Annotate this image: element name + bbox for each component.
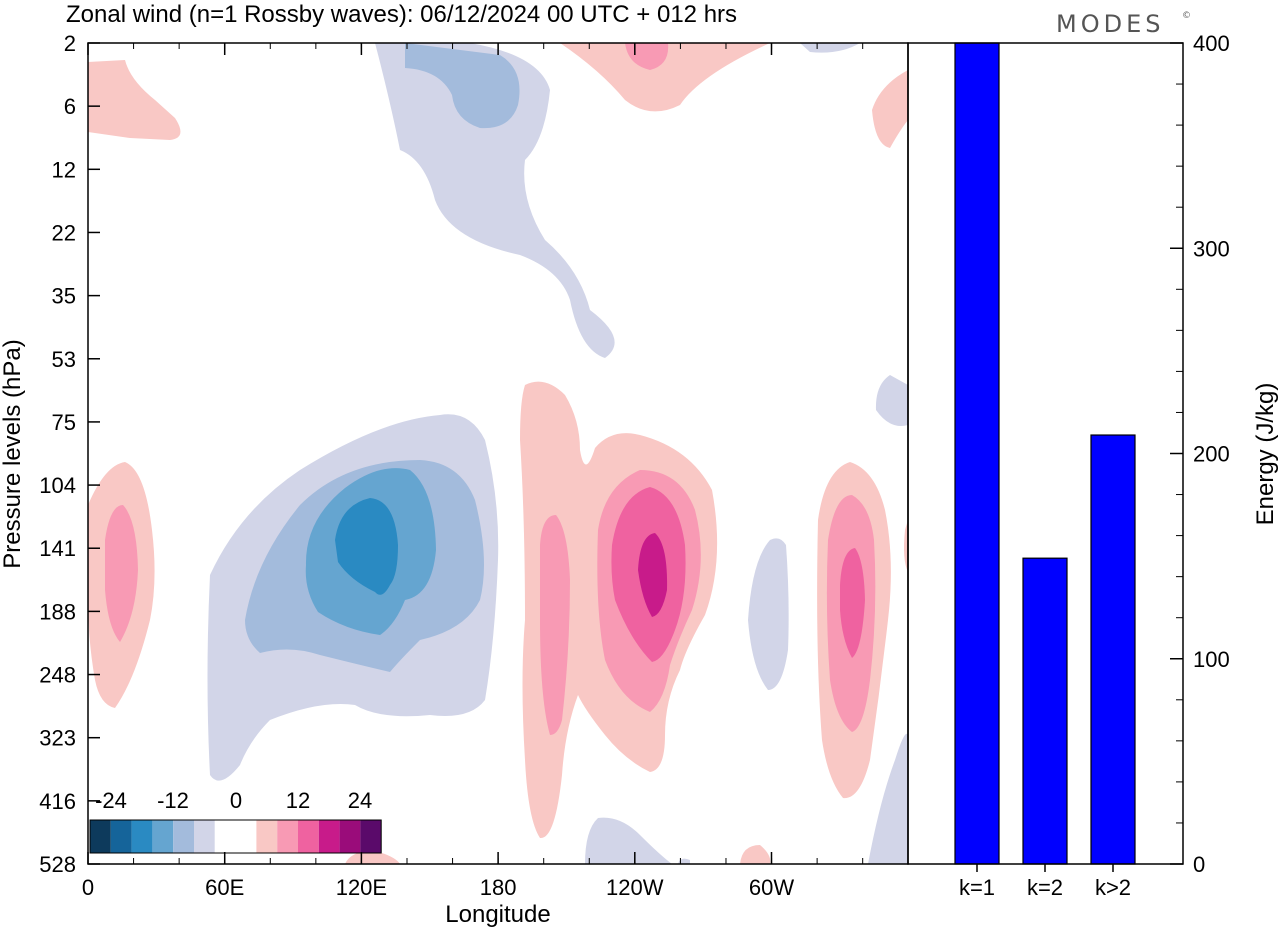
y-tick-label: 323 — [39, 726, 76, 751]
y-tick-label: 53 — [52, 347, 76, 372]
colorbar-swatch — [110, 820, 132, 853]
colorbar-swatch — [152, 820, 174, 853]
contour-region — [872, 70, 908, 148]
heatmap-axes: 0 60E 120E 180 120W 60W 2 6 12 22 35 53 75 104 141 188 2… — [39, 31, 864, 900]
colorbar-swatch — [339, 820, 361, 853]
bar-category-label: k=1 — [959, 875, 995, 900]
contour-region — [638, 533, 668, 617]
y-axis-label: Pressure levels (hPa) — [0, 339, 26, 568]
contour-region — [748, 538, 789, 690]
y-tick-label: 22 — [52, 220, 76, 245]
contour-region — [800, 43, 860, 53]
brand-mark: © — [1182, 11, 1191, 21]
colorbar-label: -24 — [95, 788, 127, 813]
wind-contour-field — [88, 43, 908, 864]
contour-region — [88, 60, 181, 140]
colorbar-label: -12 — [157, 788, 189, 813]
y-tick-label: 2 — [64, 31, 76, 56]
contour-region — [540, 515, 570, 735]
contour-region — [335, 498, 398, 595]
x-axis-label: Longitude — [445, 901, 550, 928]
energy-bar — [954, 42, 1000, 865]
y-tick-label: 141 — [39, 536, 76, 561]
contour-region — [904, 520, 908, 572]
contour-region — [625, 43, 669, 70]
colorbar-label: 12 — [286, 788, 310, 813]
bar-category-label: k>2 — [1095, 875, 1131, 900]
colorbar-swatch — [173, 820, 194, 853]
colorbar-label: 0 — [230, 788, 242, 813]
y-tick-label: 248 — [39, 663, 76, 688]
x-tick-label: 0 — [82, 875, 94, 900]
energy-tick-label: 400 — [1193, 31, 1230, 56]
colorbar-swatch — [90, 820, 111, 853]
contour-region — [105, 505, 138, 642]
x-tick-label: 60E — [205, 875, 244, 900]
energy-tick-label: 300 — [1193, 236, 1230, 261]
brand-logo: MODES © — [1056, 10, 1191, 38]
colorbar-swatch — [235, 820, 257, 853]
colorbar-swatch — [298, 820, 319, 853]
y-tick-label: 75 — [52, 410, 76, 435]
x-tick-label: 60W — [749, 875, 794, 900]
colorbar-swatch — [256, 820, 278, 853]
contour-region — [375, 43, 615, 358]
colorbar-swatch — [318, 820, 340, 853]
x-tick-label: 180 — [480, 875, 517, 900]
contour-region — [868, 733, 908, 864]
y-tick-label: 528 — [39, 852, 76, 877]
energy-bars — [954, 42, 1136, 865]
colorbar-swatch — [194, 820, 215, 853]
energy-tick-label: 200 — [1193, 442, 1230, 467]
contour-region — [405, 43, 520, 129]
bar-axes: k=1 k=2 k>2 0 100 200 300 400 — [959, 31, 1230, 900]
energy-tick-label: 0 — [1193, 852, 1205, 877]
colorbar-swatch — [214, 820, 236, 853]
chart-title: Zonal wind (n=1 Rossby waves): 06/12/202… — [66, 1, 737, 28]
colorbar-border — [89, 819, 382, 854]
energy-bar — [1022, 557, 1068, 865]
contour-region — [840, 548, 865, 658]
y-tick-label: 416 — [39, 789, 76, 814]
colorbar: -24 -12 0 12 24 — [89, 788, 382, 854]
energy-axis-label: Energy (J/kg) — [1252, 383, 1279, 526]
y-tick-label: 6 — [64, 94, 76, 119]
y-tick-label: 104 — [39, 473, 76, 498]
colorbar-swatch — [131, 820, 153, 853]
energy-bar — [1090, 434, 1136, 865]
x-tick-label: 120E — [336, 875, 387, 900]
contour-region — [585, 817, 672, 864]
contour-region — [740, 845, 771, 864]
colorbar-label: 24 — [348, 788, 372, 813]
brand-text: MODES — [1056, 10, 1164, 38]
contour-region — [678, 858, 690, 864]
bar-category-label: k=2 — [1027, 875, 1063, 900]
energy-tick-label: 100 — [1193, 647, 1230, 672]
y-tick-label: 12 — [52, 157, 76, 182]
contour-region — [560, 43, 770, 112]
y-tick-label: 35 — [52, 284, 76, 309]
contour-region — [875, 375, 908, 426]
x-tick-label: 120W — [606, 875, 664, 900]
y-tick-label: 188 — [39, 599, 76, 624]
colorbar-swatch — [277, 820, 298, 853]
colorbar-swatch — [360, 820, 382, 853]
